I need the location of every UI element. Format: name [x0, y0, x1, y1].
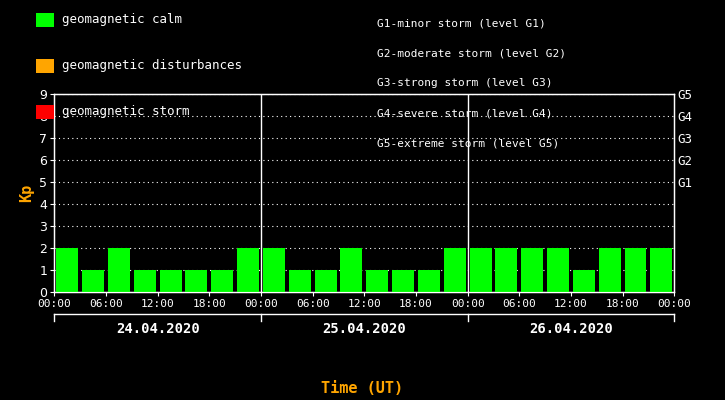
- Bar: [624, 248, 647, 292]
- Bar: [263, 248, 285, 292]
- Bar: [573, 270, 594, 292]
- Text: G2-moderate storm (level G2): G2-moderate storm (level G2): [377, 48, 566, 58]
- Bar: [470, 248, 492, 292]
- Bar: [134, 270, 156, 292]
- Bar: [57, 248, 78, 292]
- Y-axis label: Kp: Kp: [19, 184, 34, 202]
- Text: 26.04.2020: 26.04.2020: [529, 322, 613, 336]
- Bar: [160, 270, 181, 292]
- Bar: [444, 248, 465, 292]
- Text: Time (UT): Time (UT): [321, 381, 404, 396]
- Bar: [547, 248, 569, 292]
- Text: G3-strong storm (level G3): G3-strong storm (level G3): [377, 78, 552, 88]
- Text: geomagnetic calm: geomagnetic calm: [62, 14, 182, 26]
- Bar: [186, 270, 207, 292]
- Bar: [495, 248, 518, 292]
- Bar: [418, 270, 440, 292]
- Text: G5-extreme storm (level G5): G5-extreme storm (level G5): [377, 138, 559, 148]
- Bar: [289, 270, 311, 292]
- Bar: [599, 248, 621, 292]
- Bar: [211, 270, 233, 292]
- Text: G1-minor storm (level G1): G1-minor storm (level G1): [377, 18, 546, 28]
- Text: 24.04.2020: 24.04.2020: [116, 322, 199, 336]
- Text: 25.04.2020: 25.04.2020: [323, 322, 406, 336]
- Text: geomagnetic disturbances: geomagnetic disturbances: [62, 60, 241, 72]
- Bar: [108, 248, 130, 292]
- Text: geomagnetic storm: geomagnetic storm: [62, 106, 189, 118]
- Bar: [82, 270, 104, 292]
- Bar: [315, 270, 336, 292]
- Bar: [237, 248, 259, 292]
- Bar: [521, 248, 543, 292]
- Bar: [341, 248, 362, 292]
- Bar: [392, 270, 414, 292]
- Bar: [366, 270, 388, 292]
- Text: G4-severe storm (level G4): G4-severe storm (level G4): [377, 108, 552, 118]
- Bar: [650, 248, 672, 292]
